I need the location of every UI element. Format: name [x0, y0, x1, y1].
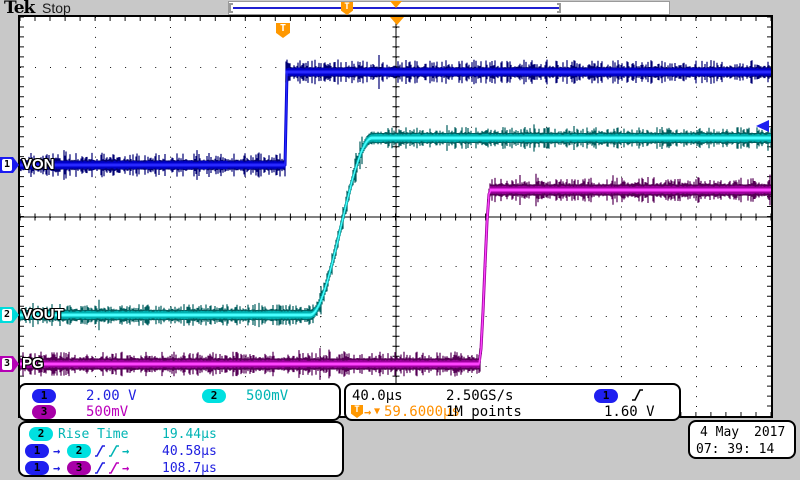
date-text: 4 May: [700, 425, 740, 440]
channel2-scale: 500mV: [246, 388, 289, 404]
trigger-source-badge: 1: [594, 389, 618, 403]
channel3-position-marker-icon: 3: [0, 356, 19, 372]
horizontal-trigger-readout: 40.0µs 2.50GS/s 1 T → ▼ 59.6000µs 1M poi…: [344, 383, 681, 421]
record-window-bracket-right-icon: [557, 3, 561, 13]
meas3-to-badge: 3: [67, 461, 91, 475]
trigger-delay-readout: 59.6000µs: [384, 404, 460, 420]
acquisition-status: Stop: [42, 0, 71, 16]
measurement-row-delay-1-2: 1 → 2 → 40.58µs: [20, 444, 342, 460]
waveform-canvas: [20, 17, 771, 416]
meas3-value: 108.7µs: [162, 461, 217, 476]
channel1-scale: 2.00 V: [86, 388, 137, 404]
channel3-badge: 3: [32, 405, 56, 419]
record-waveform-preview: [233, 7, 561, 9]
record-window-bracket-left-icon: [229, 3, 233, 13]
channel2-badge: 2: [202, 389, 226, 403]
trigger-delay-T-icon: T: [351, 405, 363, 418]
record-length-readout: 1M points: [446, 404, 522, 420]
meas2-to-badge: 2: [67, 444, 91, 458]
meas2-edge1-rising-icon: [94, 444, 106, 458]
meas3-arrow-icon: →: [53, 461, 61, 475]
meas2-value: 40.58µs: [162, 444, 217, 459]
record-view-bar: T: [228, 1, 670, 15]
tek-logo: Tek: [4, 0, 35, 18]
channel2-label: VOUT: [22, 306, 64, 323]
expansion-point-triangle-icon: [390, 17, 404, 25]
meas2-edge-arrow-icon: →: [122, 444, 130, 458]
meas1-value: 19.44µs: [162, 427, 217, 442]
meas3-from-badge: 1: [25, 461, 49, 475]
meas2-edge2-rising-icon: [108, 444, 120, 458]
channel1-position-marker-icon: 1: [0, 157, 19, 173]
channel3-scale: 500mV: [86, 404, 129, 420]
trigger-level-readout: 1.60 V: [604, 404, 655, 420]
meas1-label: Rise Time: [58, 427, 129, 442]
datetime-readout: 4 May 2017 07: 39: 14: [688, 420, 796, 459]
channel3-label: PG: [22, 355, 44, 372]
channel3-number: 3: [2, 358, 12, 370]
channel1-badge: 1: [32, 389, 56, 403]
trigger-delay-triangle-icon: ▼: [374, 406, 381, 417]
trigger-slope-rising-icon: [631, 388, 643, 402]
expansion-point-icon: [390, 1, 402, 8]
trigger-level-arrow-icon: [756, 120, 769, 132]
channel1-number: 1: [2, 159, 12, 171]
meas3-edge-arrow-icon: →: [122, 461, 130, 475]
time-text: 07: 39: 14: [696, 442, 775, 457]
meas2-arrow-icon: →: [53, 444, 61, 458]
trigger-position-icon: T: [341, 2, 353, 15]
timebase-readout: 40.0µs: [352, 388, 403, 404]
channel2-number: 2: [2, 309, 12, 321]
sample-rate-readout: 2.50GS/s: [446, 388, 514, 404]
channel-scale-readout: 1 2.00 V 2 500mV 3 500mV: [18, 383, 341, 421]
meas2-from-badge: 1: [25, 444, 49, 458]
measurement-row-rise-time: 2 Rise Time 19.44µs: [20, 427, 342, 443]
meas1-channel-badge: 2: [29, 427, 53, 441]
trigger-time-flag-icon: T: [276, 23, 290, 38]
channel2-position-marker-icon: 2: [0, 307, 19, 323]
channel1-label: VON: [22, 156, 55, 173]
graticule: T VON VOUT PG: [18, 15, 773, 418]
meas3-edge2-rising-icon: [108, 461, 120, 475]
trigger-delay-arrow-icon: →: [364, 405, 372, 419]
year-text: 2017: [754, 425, 786, 440]
measurement-row-delay-1-3: 1 → 3 → 108.7µs: [20, 461, 342, 477]
top-status-bar: Tek Stop T: [0, 0, 800, 18]
meas3-edge1-rising-icon: [94, 461, 106, 475]
measurements-readout: 2 Rise Time 19.44µs 1 → 2 → 40.58µs 1 → …: [18, 421, 344, 477]
